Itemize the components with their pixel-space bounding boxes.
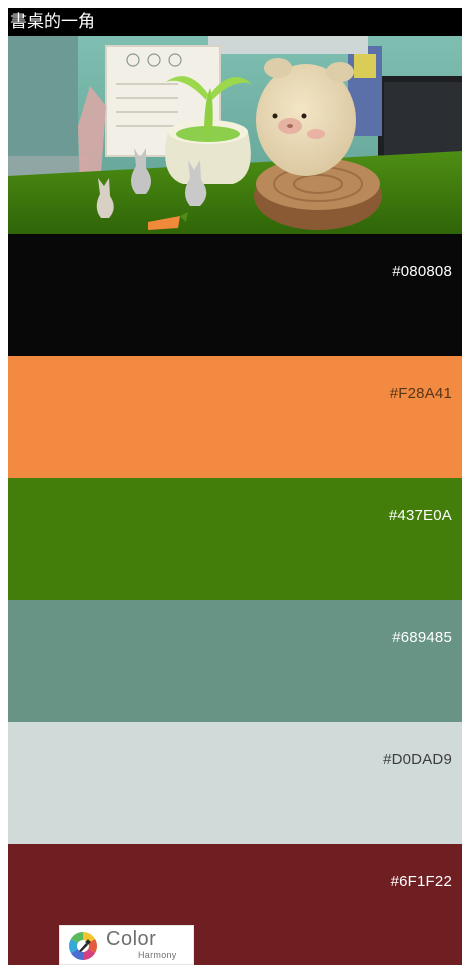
color-swatch-3[interactable]: #437E0A	[8, 478, 462, 600]
image-title: 書桌的一角	[8, 8, 462, 36]
swatch-hex-label-2[interactable]: #F28A41	[389, 385, 452, 402]
swatch-hex-label-1[interactable]: #080808	[392, 263, 452, 280]
logo-wordmark: Color	[106, 928, 157, 950]
source-photo[interactable]	[8, 36, 462, 234]
color-harmony-logo[interactable]: Color Harmony	[59, 925, 194, 965]
color-palette: #080808 #F28A41 #437E0A #689485 #D0DAD9 …	[8, 234, 462, 965]
color-swatch-2[interactable]: #F28A41	[8, 356, 462, 478]
color-swatch-1[interactable]: #080808	[8, 234, 462, 356]
color-swatch-5[interactable]: #D0DAD9	[8, 722, 462, 844]
swatch-hex-label-6[interactable]: #6F1F22	[390, 873, 452, 890]
logo-subtitle: Harmony	[138, 950, 177, 960]
swatch-hex-label-5[interactable]: #D0DAD9	[383, 751, 452, 768]
swatch-hex-label-3[interactable]: #437E0A	[388, 507, 452, 524]
swatch-hex-label-4[interactable]: #689485	[392, 629, 452, 646]
color-swatch-4[interactable]: #689485	[8, 600, 462, 722]
photo-illustration	[8, 36, 462, 234]
color-wheel-eyedropper-icon	[69, 932, 97, 960]
